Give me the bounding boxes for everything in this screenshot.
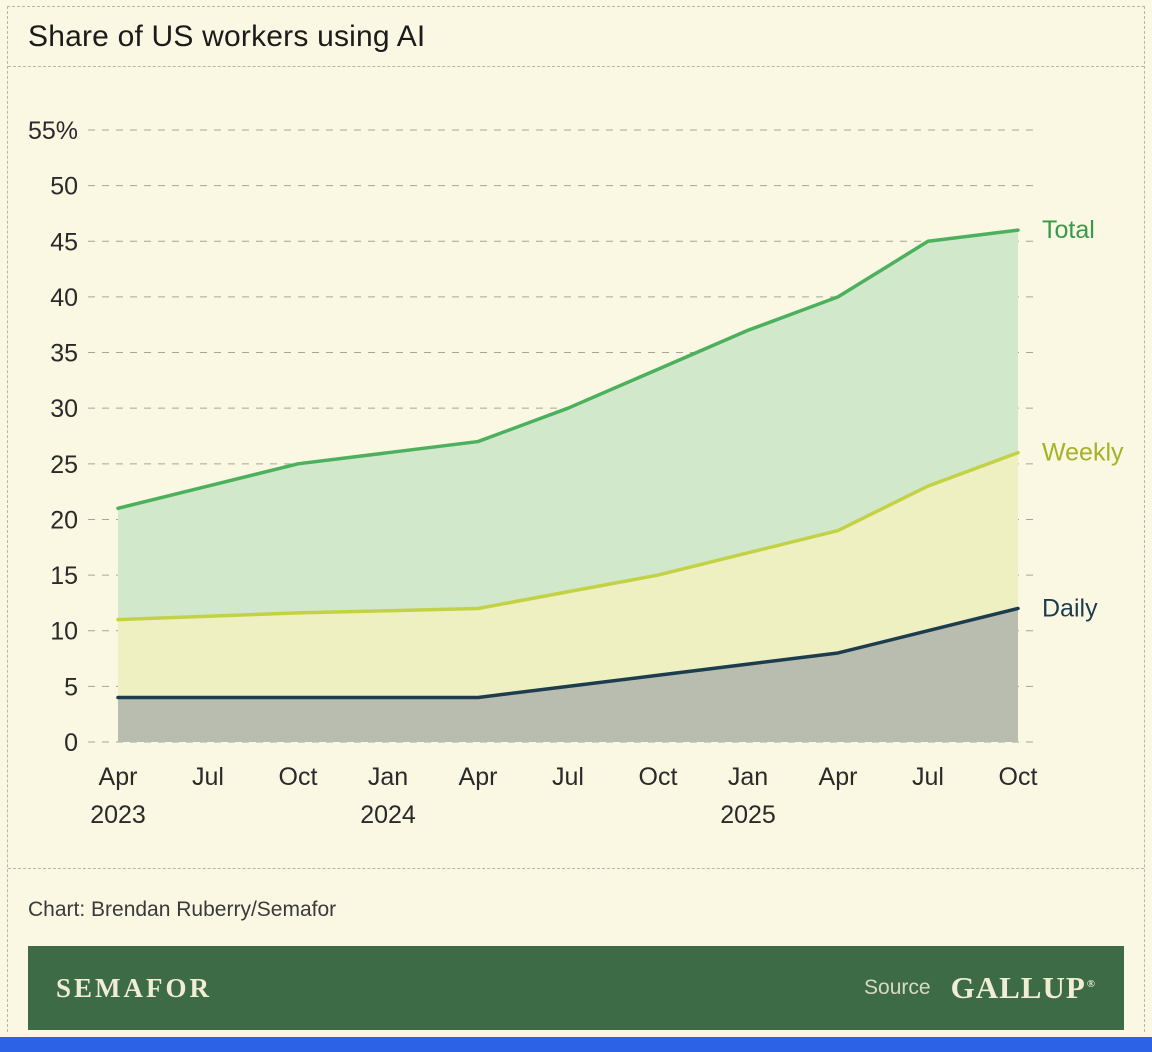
year-label: 2023 [90, 801, 146, 829]
y-tick-label: 45 [50, 228, 78, 256]
y-tick-label: 35 [50, 340, 78, 368]
title-divider [8, 66, 1144, 67]
y-tick-label: 25 [50, 451, 78, 479]
series-area-total [118, 230, 1018, 620]
registered-mark: ® [1086, 977, 1096, 990]
chart-credit: Chart: Brendan Ruberry/Semafor [28, 898, 337, 921]
x-tick-label: Jan [728, 763, 768, 791]
x-tick-label: Oct [999, 763, 1038, 791]
credit-divider [8, 868, 1144, 869]
y-tick-label: 40 [50, 284, 78, 312]
x-tick-label: Oct [639, 763, 678, 791]
footer-bar: SEMAFOR Source GALLUP® [28, 946, 1124, 1030]
y-tick-label: 0 [64, 729, 78, 757]
series-line-weekly [116, 450, 1020, 622]
series-line-total [116, 228, 1020, 511]
x-tick-label: Oct [279, 763, 318, 791]
page-title: Share of US workers using AI [28, 20, 426, 53]
series-area-daily [118, 608, 1018, 742]
series-line-daily [116, 606, 1020, 700]
source-group: Source GALLUP® [864, 970, 1096, 1006]
series-area-weekly [118, 452, 1018, 698]
brand-strip [0, 1037, 1152, 1052]
x-tick-label: Apr [99, 763, 138, 791]
series-label-daily: Daily [1042, 594, 1098, 622]
gallup-wordmark: GALLUP [950, 970, 1086, 1005]
y-tick-label: 20 [50, 506, 78, 534]
y-tick-label: 5 [64, 673, 78, 701]
y-tick-label: 10 [50, 618, 78, 646]
x-tick-label: Jul [912, 763, 944, 791]
y-tick-label: 15 [50, 562, 78, 590]
x-tick-label: Jul [192, 763, 224, 791]
series-label-weekly: Weekly [1042, 439, 1124, 467]
y-tick-label: 55% [28, 117, 78, 145]
gallup-logo: GALLUP® [951, 970, 1096, 1006]
year-label: 2024 [360, 801, 416, 829]
y-tick-label: 30 [50, 395, 78, 423]
series-label-total: Total [1042, 216, 1095, 244]
semafor-logo: SEMAFOR [56, 972, 212, 1003]
x-tick-label: Jan [368, 763, 408, 791]
x-tick-label: Jul [552, 763, 584, 791]
area-chart: 0510152025303540455055%TotalWeeklyDailyA… [28, 117, 1124, 829]
x-tick-label: Apr [459, 763, 498, 791]
x-tick-label: Apr [819, 763, 858, 791]
y-tick-label: 50 [50, 173, 78, 201]
year-label: 2025 [720, 801, 776, 829]
source-label: Source [864, 976, 931, 999]
